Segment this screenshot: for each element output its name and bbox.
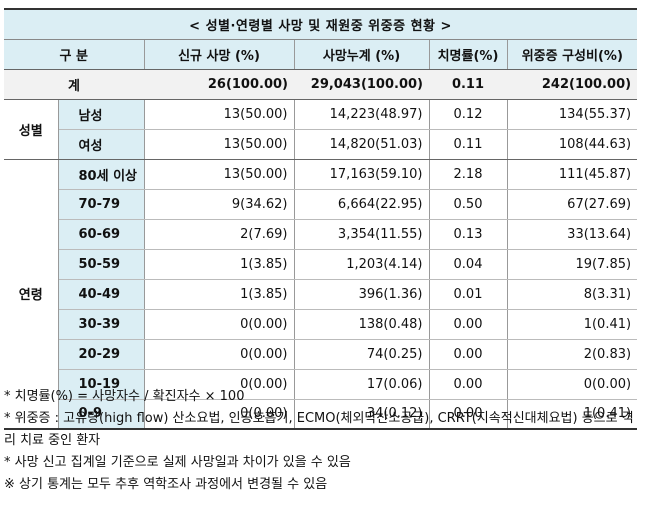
fatality-cell: 2.18 xyxy=(428,159,507,190)
row-label: 70-79 xyxy=(58,189,144,220)
row-label: 50-59 xyxy=(58,249,144,280)
cum-deaths-cell: 74(0.25) xyxy=(293,339,429,370)
footnotes: * 치명률(%) = 사망자수 / 확진자수 × 100 * 위중증 : 고유량… xyxy=(4,386,640,496)
new-deaths-cell: 13(50.00) xyxy=(143,129,294,160)
fatality-cell: 0.11 xyxy=(428,129,507,160)
footnote: * 치명률(%) = 사망자수 / 확진자수 × 100 xyxy=(4,389,245,404)
fatality-cell: 0.50 xyxy=(428,189,507,220)
header-row: 구 분 신규 사망 (%) 사망누계 (%) 치명률(%) 위중증 구성비(%) xyxy=(4,39,638,70)
row-label: 80세 이상 xyxy=(58,159,144,190)
row-label: 0-9 xyxy=(58,399,144,430)
total-cum-deaths: 29,043(100.00) xyxy=(294,69,429,100)
new-deaths-cell: 9(34.62) xyxy=(143,189,294,220)
row-label: 10-19 xyxy=(58,369,144,400)
header-category: 구 분 xyxy=(4,39,144,70)
new-deaths-cell: 0(0.00) xyxy=(143,309,294,340)
fatality-cell: 0.12 xyxy=(428,99,507,130)
severe-cell: 8(3.31) xyxy=(506,279,638,310)
fatality-cell: 0.00 xyxy=(428,399,507,430)
footnote: ※ 상기 통계는 모두 추후 역학조사 과정에서 변경될 수 있음 xyxy=(4,477,328,492)
statistics-table: < 성별·연령별 사망 및 재원중 위중증 현황 > 구 분 신규 사망 (%)… xyxy=(4,8,638,430)
footnote: * 사망 신고 집계일 기준으로 실제 사망일과 차이가 있을 수 있음 xyxy=(4,455,351,470)
table-title: < 성별·연령별 사망 및 재원중 위중증 현황 > xyxy=(4,8,638,40)
severe-cell: 1(0.41) xyxy=(506,309,638,340)
header-fatality: 치명률(%) xyxy=(428,39,507,70)
severe-cell: 108(44.63) xyxy=(506,129,638,160)
table-row: 40-49 1(3.85) 396(1.36) 0.01 8(3.31) xyxy=(4,279,638,310)
group-label: 성별 xyxy=(4,99,59,160)
table-row: 10-19 0(0.00) 17(0.06) 0.00 0(0.00) xyxy=(4,369,638,400)
new-deaths-cell: 13(50.00) xyxy=(143,159,294,190)
header-new-deaths: 신규 사망 (%) xyxy=(143,39,294,70)
header-severe: 위중증 구성비(%) xyxy=(506,39,638,70)
total-fatality: 0.11 xyxy=(429,69,507,100)
fatality-cell: 0.04 xyxy=(428,249,507,280)
age-section: 연령 80세 이상 13(50.00) 17,163(59.10) 2.18 111(45… xyxy=(4,159,638,430)
row-label: 40-49 xyxy=(58,279,144,310)
cum-deaths-cell: 17,163(59.10) xyxy=(293,159,429,190)
severe-cell: 1(0.41) xyxy=(506,399,638,430)
table-title-row: < 성별·연령별 사망 및 재원중 위중증 현황 > xyxy=(4,8,638,40)
new-deaths-cell: 0(0.00) xyxy=(143,339,294,370)
severe-cell: 67(27.69) xyxy=(506,189,638,220)
cum-deaths-cell: 17(0.06) xyxy=(293,369,429,400)
header-cum-deaths: 사망누계 (%) xyxy=(293,39,429,70)
total-severe: 242(100.00) xyxy=(507,69,638,100)
severe-cell: 111(45.87) xyxy=(506,159,638,190)
table-row: 연령 80세 이상 13(50.00) 17,163(59.10) 2.18 111(45… xyxy=(4,159,638,430)
row-label: 30-39 xyxy=(58,309,144,340)
table-row: 30-39 0(0.00) 138(0.48) 0.00 1(0.41) xyxy=(4,309,638,340)
new-deaths-cell: 2(7.69) xyxy=(143,219,294,250)
cum-deaths-cell: 14,223(48.97) xyxy=(293,99,429,130)
severe-cell: 19(7.85) xyxy=(506,249,638,280)
severe-cell: 0(0.00) xyxy=(506,369,638,400)
table-row: 0-9 0(0.00) 34(0.12) 0.00 1(0.41) xyxy=(4,399,638,430)
severe-cell: 134(55.37) xyxy=(506,99,638,130)
total-row: 계 26(100.00) 29,043(100.00) 0.11 242(100… xyxy=(4,69,638,100)
cum-deaths-cell: 396(1.36) xyxy=(293,279,429,310)
fatality-cell: 0.00 xyxy=(428,369,507,400)
new-deaths-cell: 1(3.85) xyxy=(143,279,294,310)
cum-deaths-cell: 138(0.48) xyxy=(293,309,429,340)
fatality-cell: 0.00 xyxy=(428,309,507,340)
severe-cell: 2(0.83) xyxy=(506,339,638,370)
fatality-cell: 0.01 xyxy=(428,279,507,310)
fatality-cell: 0.00 xyxy=(428,339,507,370)
new-deaths-cell: 0(0.00) xyxy=(143,369,294,400)
cum-deaths-cell: 6,664(22.95) xyxy=(293,189,429,220)
fatality-cell: 0.13 xyxy=(428,219,507,250)
row-label: 남성 xyxy=(58,99,144,130)
total-label: 계 xyxy=(4,69,144,100)
footnote: * 위중증 : 고유량(high flow) 산소요법, 인공호흡기, ECMO… xyxy=(4,411,634,448)
total-new-deaths: 26(100.00) xyxy=(144,69,294,100)
group-label: 연령 xyxy=(4,159,59,430)
cum-deaths-cell: 34(0.12) xyxy=(293,399,429,430)
row-label: 60-69 xyxy=(58,219,144,250)
new-deaths-cell: 1(3.85) xyxy=(143,249,294,280)
cum-deaths-cell: 14,820(51.03) xyxy=(293,129,429,160)
cum-deaths-cell: 1,203(4.14) xyxy=(293,249,429,280)
table-row: 여성 13(50.00) 14,820(51.03) 0.11 108(44.63) xyxy=(4,129,638,160)
table-row: 50-59 1(3.85) 1,203(4.14) 0.04 19(7.85) xyxy=(4,249,638,280)
cum-deaths-cell: 3,354(11.55) xyxy=(293,219,429,250)
row-label: 20-29 xyxy=(58,339,144,370)
sex-section: 성별 남성 13(50.00) 14,223(48.97) 0.12 134(55.37)… xyxy=(4,99,638,160)
new-deaths-cell: 0(0.00) xyxy=(143,399,294,430)
table-row: 20-29 0(0.00) 74(0.25) 0.00 2(0.83) xyxy=(4,339,638,370)
table-row: 60-69 2(7.69) 3,354(11.55) 0.13 33(13.64) xyxy=(4,219,638,250)
new-deaths-cell: 13(50.00) xyxy=(143,99,294,130)
severe-cell: 33(13.64) xyxy=(506,219,638,250)
row-label: 여성 xyxy=(58,129,144,160)
table-row: 성별 남성 13(50.00) 14,223(48.97) 0.12 134(55.37) xyxy=(4,99,638,160)
table-row: 70-79 9(34.62) 6,664(22.95) 0.50 67(27.69) xyxy=(4,189,638,220)
